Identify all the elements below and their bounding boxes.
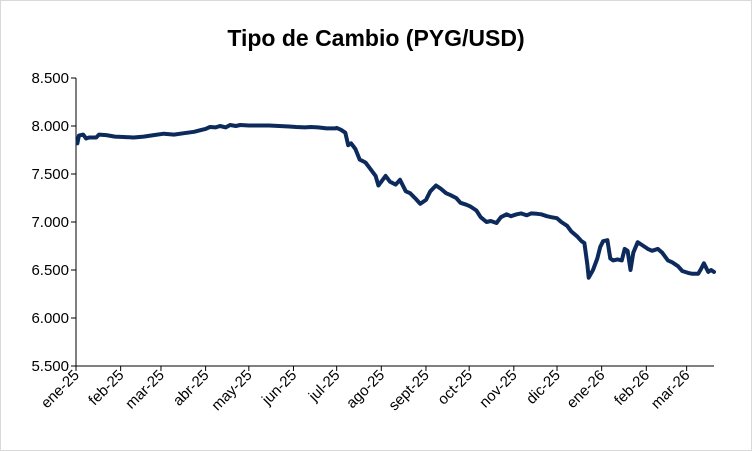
y-tick-label: 5.500 xyxy=(31,358,69,375)
x-tick-label: sept-25 xyxy=(385,367,432,414)
x-tick-label: nov-25 xyxy=(476,367,520,411)
series-line xyxy=(75,123,716,280)
x-tick-label: mar-25 xyxy=(122,367,168,413)
series-group xyxy=(75,123,716,280)
y-tick-label: 6.000 xyxy=(31,310,69,327)
x-tick-label: ago-25 xyxy=(343,367,388,412)
y-tick-label: 8.500 xyxy=(31,70,69,87)
x-tick-label: mar-26 xyxy=(648,367,694,413)
x-tick-label: feb-25 xyxy=(85,367,127,409)
x-tick-label: jul-25 xyxy=(305,367,344,406)
y-tick-label: 7.000 xyxy=(31,214,69,231)
x-tick-label: dic-25 xyxy=(523,367,564,408)
y-axis: 8.500 8.000 7.500 7.000 6.500 6.000 5.500 xyxy=(31,70,77,375)
x-tick-label: abr-25 xyxy=(170,367,213,410)
x-tick-label: oct-25 xyxy=(434,367,476,409)
x-tick-label: jun-25 xyxy=(258,367,300,409)
x-tick-label: ene-26 xyxy=(563,367,608,412)
chart-title: Tipo de Cambio (PYG/USD) xyxy=(227,25,524,51)
x-tick-label: may-25 xyxy=(208,367,255,414)
y-tick-label: 6.500 xyxy=(31,262,69,279)
y-tick-label: 8.000 xyxy=(31,118,69,135)
x-tick-label: feb-26 xyxy=(611,367,653,409)
y-tick-label: 7.500 xyxy=(31,166,69,183)
